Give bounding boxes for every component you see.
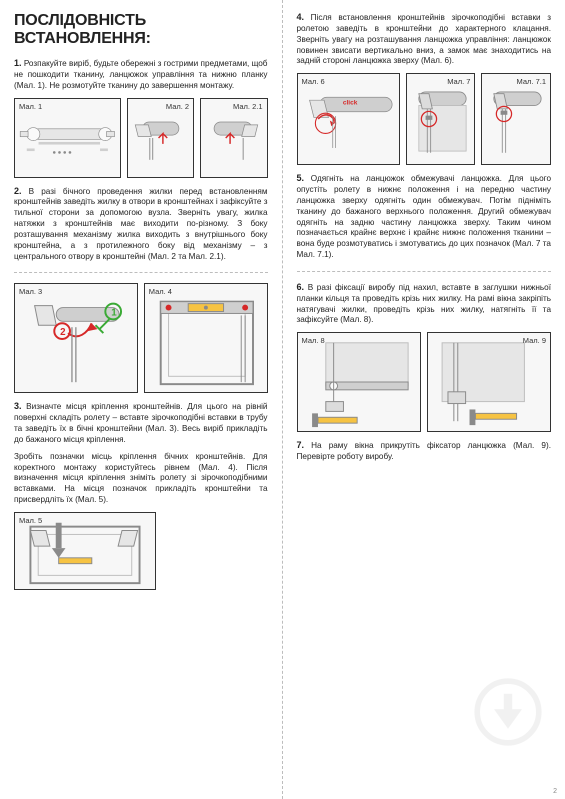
step-7-text: На раму вікна прикрутіть фіксатор ланцюж… [297, 441, 552, 461]
figure-7-1-svg [482, 74, 550, 164]
figure-9-label: Мал. 9 [523, 336, 546, 345]
step-2-text: В разі бічного проведення жилки перед вс… [14, 187, 268, 261]
figure-9-svg [428, 333, 550, 431]
fig-row-2: Мал. 3 2 1 Мал. 4 [14, 283, 268, 393]
left-divider [14, 272, 268, 273]
figure-2-label: Мал. 2 [166, 102, 189, 111]
figure-4-label: Мал. 4 [149, 287, 172, 296]
figure-5-label: Мал. 5 [19, 516, 42, 525]
figure-8-label: Мал. 8 [302, 336, 325, 345]
figure-8-svg [298, 333, 420, 431]
click-label: click [342, 100, 357, 107]
fig-row-3: Мал. 5 [14, 512, 268, 590]
step-5-num: 5. [297, 173, 305, 183]
svg-text:2: 2 [60, 327, 66, 338]
step-2: 2. В разі бічного проведення жилки перед… [14, 186, 268, 263]
figure-3: Мал. 3 2 1 [14, 283, 138, 393]
fig-row-1: Мал. 1 Мал. 2 [14, 98, 268, 178]
figure-7-label: Мал. 7 [447, 77, 470, 86]
page-number: 2 [553, 788, 557, 795]
page: ПОСЛІДОВНІСТЬ ВСТАНОВЛЕННЯ: 1. Розпакуйт… [0, 0, 565, 799]
right-divider [297, 271, 552, 272]
step-4: 4. Після встановлення кронштейнів зірочк… [297, 12, 552, 67]
step-6-num: 6. [297, 282, 305, 292]
step-1-num: 1. [14, 58, 22, 68]
figure-7-1-label: Мал. 7.1 [517, 77, 546, 86]
figure-3-label: Мал. 3 [19, 287, 42, 296]
svg-text:1: 1 [111, 308, 117, 319]
figure-2-1: Мал. 2.1 [200, 98, 267, 178]
step-6: 6. В разі фіксації виробу під нахил, вст… [297, 282, 552, 326]
step-1-text: Розпакуйте виріб, будьте обережні з гост… [14, 59, 268, 90]
step-1: 1. Розпакуйте виріб, будьте обережні з г… [14, 58, 268, 92]
figure-1-label: Мал. 1 [19, 102, 42, 111]
fig-row-5: Мал. 8 Мал. 9 [297, 332, 552, 432]
step-3: 3. Визначте місця кріплення кронштейнів.… [14, 401, 268, 445]
figure-9: Мал. 9 [427, 332, 551, 432]
left-column: ПОСЛІДОВНІСТЬ ВСТАНОВЛЕННЯ: 1. Розпакуйт… [0, 0, 283, 799]
step-5: 5. Одягніть на ланцюжок обмежувачі ланцю… [297, 173, 552, 261]
step-2-num: 2. [14, 186, 22, 196]
step-6-text: В разі фіксації виробу під нахил, вставт… [297, 283, 552, 325]
step-3b: Зробіть позначки місць кріплення бічних … [14, 452, 268, 506]
figure-6-svg: click [298, 74, 399, 164]
step-3-text: Визначте місця кріплення кронштейнів. Дл… [14, 402, 268, 444]
figure-5: Мал. 5 [14, 512, 156, 590]
figure-1: Мал. 1 [14, 98, 121, 178]
step-4-text: Після встановлення кронштейнів зірочкопо… [297, 13, 552, 65]
figure-2-1-label: Мал. 2.1 [233, 102, 262, 111]
figure-7: Мал. 7 [406, 73, 476, 165]
step-5-text: Одягніть на ланцюжок обмежувачі ланцюжка… [297, 174, 552, 259]
step-4-num: 4. [297, 12, 305, 22]
figure-7-1: Мал. 7.1 [481, 73, 551, 165]
figure-4-svg [145, 284, 267, 392]
figure-7-svg [407, 74, 475, 164]
page-title: ПОСЛІДОВНІСТЬ ВСТАНОВЛЕННЯ: [14, 12, 268, 48]
figure-2: Мал. 2 [127, 98, 194, 178]
figure-3-svg: 2 1 [15, 284, 137, 392]
fig-row-4: Мал. 6 click Мал. 7 [297, 73, 552, 165]
figure-6: Мал. 6 click [297, 73, 400, 165]
step-7-num: 7. [297, 440, 305, 450]
step-7: 7. На раму вікна прикрутіть фіксатор лан… [297, 440, 552, 463]
watermark-icon [473, 677, 543, 747]
figure-8: Мал. 8 [297, 332, 421, 432]
figure-4: Мал. 4 [144, 283, 268, 393]
step-3-num: 3. [14, 401, 22, 411]
figure-6-label: Мал. 6 [302, 77, 325, 86]
